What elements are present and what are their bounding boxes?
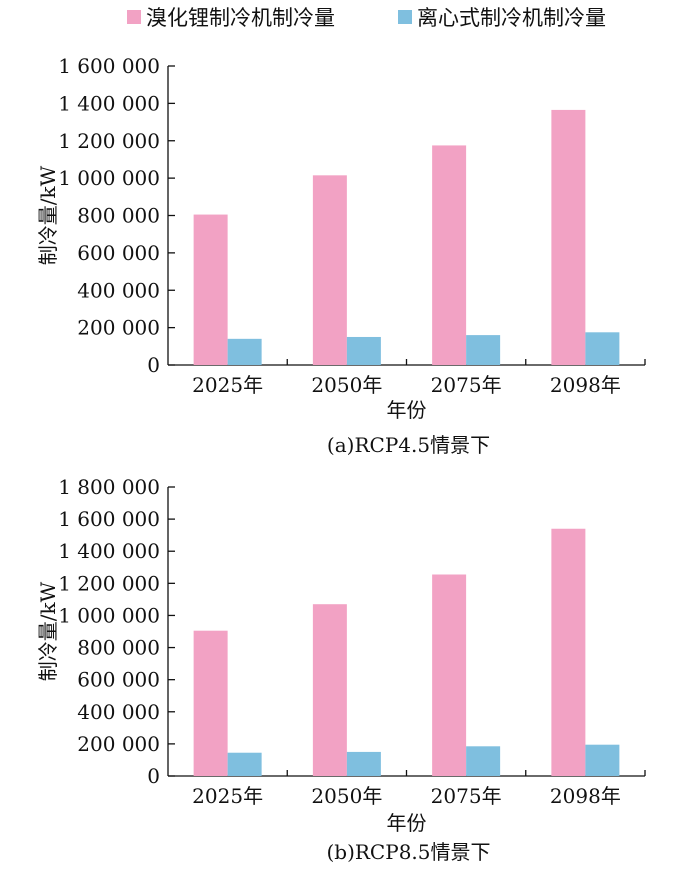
- y-tick-label: 600 000: [77, 241, 160, 265]
- bar-centrifugal: [466, 335, 501, 365]
- x-axis-title: 年份: [387, 811, 427, 835]
- y-tick-label: 0: [147, 353, 160, 377]
- y-tick-label: 1 800 000: [58, 475, 160, 499]
- y-tick-label: 400 000: [77, 700, 160, 724]
- legend-swatch-centrifugal: [398, 10, 412, 24]
- bar-libr: [193, 630, 228, 776]
- y-tick-label: 0: [147, 764, 160, 788]
- chart-caption: (a)RCP4.5情景下: [327, 433, 490, 457]
- y-tick-label: 400 000: [77, 278, 160, 302]
- bar-libr: [432, 574, 467, 776]
- bar-libr: [551, 528, 586, 776]
- bar-centrifugal: [346, 336, 381, 365]
- legend: 溴化锂制冷机制冷量 离心式制冷机制冷量: [127, 6, 606, 30]
- x-tick-label: 2098年: [550, 373, 621, 397]
- y-tick-label: 800 000: [77, 636, 160, 660]
- y-tick-label: 200 000: [77, 732, 160, 756]
- bar-libr: [551, 109, 586, 366]
- y-axis-title: 制冷量/kW: [36, 581, 60, 681]
- x-tick-label: 2025年: [192, 784, 263, 808]
- chart-caption: (b)RCP8.5情景下: [326, 840, 490, 864]
- bar-libr: [312, 175, 347, 365]
- legend-swatch-libr: [127, 10, 141, 24]
- y-tick-label: 1 400 000: [58, 539, 160, 563]
- y-tick-label: 600 000: [77, 668, 160, 692]
- y-tick-label: 1 000 000: [58, 166, 160, 190]
- y-tick-label: 1 000 000: [58, 603, 160, 627]
- y-tick-label: 1 600 000: [58, 507, 160, 531]
- bar-centrifugal: [585, 744, 620, 776]
- bar-libr: [312, 604, 347, 776]
- bar-libr: [193, 214, 228, 365]
- y-tick-label: 1 400 000: [58, 91, 160, 115]
- bar-centrifugal: [227, 752, 262, 776]
- y-tick-label: 1 600 000: [58, 54, 160, 78]
- bar-centrifugal: [346, 751, 381, 776]
- x-tick-label: 2050年: [311, 373, 382, 397]
- x-axis-title: 年份: [387, 398, 427, 422]
- bar-centrifugal: [585, 332, 620, 365]
- y-tick-label: 1 200 000: [58, 129, 160, 153]
- y-tick-label: 200 000: [77, 316, 160, 340]
- x-tick-label: 2098年: [550, 784, 621, 808]
- y-tick-label: 1 200 000: [58, 571, 160, 595]
- bar-libr: [432, 145, 467, 365]
- legend-label-centrifugal: 离心式制冷机制冷量: [417, 6, 606, 30]
- chart-a-rcp45: 0 200 000 400 000 600 000 800 000 1 000 000 1 …: [36, 54, 646, 457]
- y-tick-label: 800 000: [77, 204, 160, 228]
- bar-centrifugal: [466, 746, 501, 776]
- x-tick-label: 2025年: [192, 373, 263, 397]
- x-tick-label: 2075年: [431, 373, 502, 397]
- y-axis-title: 制冷量/kW: [36, 165, 60, 265]
- legend-label-libr: 溴化锂制冷机制冷量: [146, 6, 335, 30]
- bar-centrifugal: [227, 338, 262, 365]
- x-tick-label: 2075年: [431, 784, 502, 808]
- chart-b-rcp85: 0 200 000 400 000 600 000 800 000 1 000 000 1 …: [36, 475, 646, 864]
- x-tick-label: 2050年: [311, 784, 382, 808]
